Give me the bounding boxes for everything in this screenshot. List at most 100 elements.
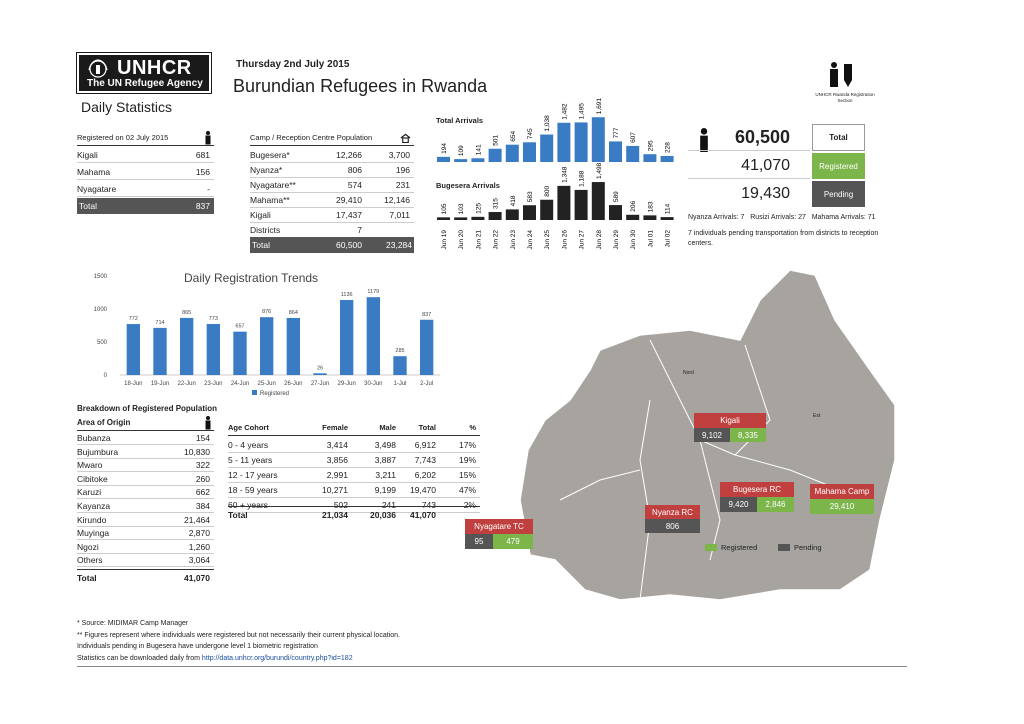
download-prefix: Statistics can be downloaded daily from — [77, 654, 200, 662]
arrivals-date-label: Jul 02 — [665, 230, 672, 248]
bugesera-arrivals-label: 800 — [544, 186, 551, 197]
table-row: Karuzi 662 — [77, 486, 214, 500]
bugesera-arrivals-label: 103 — [458, 203, 465, 214]
total-arrivals-bar — [643, 154, 657, 162]
total-value: 60,500 — [688, 124, 810, 151]
table-row: 0 - 4 years 3,414 3,498 6,912 17% — [228, 437, 480, 453]
row-value-a: 29,410 — [336, 194, 362, 205]
bar-value-label: 714 — [155, 320, 164, 326]
total-arrivals-label: 194 — [441, 143, 448, 154]
bugesera-arrivals-bar — [540, 199, 554, 220]
age-cell: 5 - 11 years — [228, 454, 273, 465]
table-total-row: Total 41,070 — [77, 569, 214, 585]
x-tick-label: 27-Jun — [311, 381, 329, 387]
row-value: - — [207, 183, 210, 194]
total-arrivals-label: 228 — [665, 142, 672, 153]
x-tick-label: 18-Jun — [124, 381, 142, 387]
age-cell: 502 — [333, 499, 348, 510]
registration-bar — [180, 317, 194, 375]
nyanza-label: Nyanza RC — [645, 505, 700, 519]
registered-table-header: Registered on 02 July 2015 — [77, 130, 214, 146]
bugesera-arrivals-label: 114 — [665, 203, 672, 214]
registration-bar — [340, 300, 354, 375]
total-arrivals-bar — [454, 159, 468, 162]
bugesera-arrivals-label: 583 — [527, 191, 534, 202]
total-arrivals-label: 777 — [613, 127, 620, 138]
total-arrivals-bar — [557, 122, 571, 162]
arrivals-date-label: Jun 21 — [475, 230, 482, 250]
total-arrivals-label: 654 — [510, 130, 517, 141]
table-row: Bugesera* 12,266 3,700 — [250, 147, 414, 163]
table-row: Ngozi 1,260 — [77, 541, 214, 554]
summary-panel: 60,500 Total 41,070 Registered 19,430 Pe… — [688, 122, 865, 207]
row-value: 3,064 — [188, 555, 210, 566]
total-value: 41,070 — [184, 572, 210, 583]
table-row: 18 - 59 years 10,271 9,199 19,470 47% — [228, 482, 480, 498]
age-cell: 743 — [421, 499, 436, 510]
total-arrivals-bar — [609, 141, 622, 162]
row-name: Bugesera* — [250, 149, 290, 160]
total-arrivals-label: 745 — [527, 128, 534, 139]
bugesera-arrivals-bar — [454, 217, 468, 220]
arrivals-line: Nyanza Arrivals: 7 Rusizi Arrivals: 27 M… — [688, 214, 876, 221]
arrivals-date-label: Jun 27 — [579, 230, 586, 250]
row-value: 1,260 — [188, 541, 210, 552]
footnote-download: Statistics can be downloaded daily from … — [77, 653, 907, 665]
row-value: 260 — [195, 473, 210, 484]
age-cell: 3,887 — [374, 454, 396, 465]
arrivals-date-label: Jun 22 — [493, 230, 500, 250]
table-row: Mahama** 29,410 12,146 — [250, 192, 414, 208]
arrivals-date-label: Jun 26 — [561, 230, 568, 250]
total-arrivals-label: 141 — [475, 144, 482, 155]
row-name: Nyagatare — [77, 183, 117, 194]
bugesera-arrivals-bar — [660, 217, 674, 220]
bugesera-arrivals-bar — [574, 189, 588, 220]
age-cell: Total — [418, 423, 436, 432]
page-title: Burundian Refugees in Rwanda — [233, 76, 488, 96]
arrivals-date-label: Jun 25 — [544, 230, 551, 250]
age-cell: 2,991 — [326, 469, 348, 480]
arrivals-date-label: Jun 28 — [596, 230, 603, 250]
total-label: Total — [77, 572, 97, 583]
logo-tagline: The UN Refugee Agency — [87, 78, 203, 89]
registration-bar — [366, 297, 380, 375]
row-value-a: 574 — [347, 179, 362, 190]
row-value: 322 — [195, 460, 210, 471]
row-name: Bujumbura — [77, 446, 119, 457]
age-cell: % — [469, 423, 476, 432]
x-tick-label: 22-Jun — [177, 381, 195, 387]
age-cell: 6,202 — [414, 469, 436, 480]
row-name: Districts — [250, 224, 281, 235]
y-tick-label: 0 — [104, 373, 108, 379]
total-arrivals-label: 109 — [458, 145, 465, 156]
nyagatare-label: Nyagatare TC — [465, 519, 533, 534]
legend-registered-label: Registered — [721, 543, 758, 552]
registered-value: 41,070 — [688, 153, 810, 179]
row-value: 662 — [195, 487, 210, 498]
registration-bar — [153, 327, 167, 375]
kigali-label: Kigali — [694, 413, 766, 428]
bugesera-arrivals-label: 589 — [613, 191, 620, 202]
x-tick-label: 23-Jun — [204, 381, 222, 387]
row-name: Kirundo — [77, 514, 107, 525]
row-value: 21,464 — [184, 514, 210, 525]
table-row: Bubanza 154 — [77, 432, 214, 445]
row-value-a: 7 — [357, 224, 362, 235]
total-arrivals-label: 1,691 — [596, 98, 603, 115]
table-row: Others 3,064 — [77, 554, 214, 568]
bugesera-arrivals-title: Bugesera Arrivals — [436, 181, 500, 190]
legend-label: Registered — [260, 391, 289, 397]
age-cell: 3,856 — [326, 454, 348, 465]
bar-value-label: 773 — [209, 316, 218, 322]
table-row: Kigali 681 — [77, 147, 214, 163]
bugesera-arrivals-label: 105 — [441, 203, 448, 214]
bugesera-arrivals-label: 418 — [510, 195, 517, 206]
total-b: 23,284 — [386, 240, 412, 250]
download-link[interactable]: http://data.unhcr.org/burundi/country.ph… — [201, 654, 353, 662]
registration-bar — [313, 373, 327, 375]
x-tick-label: 1-Jul — [393, 381, 406, 387]
total-arrivals-bar — [505, 144, 519, 162]
total-arrivals-label: 1,482 — [561, 103, 568, 120]
legend-swatch — [252, 390, 257, 395]
registration-trends-chart: 1500 1000 500 0 772 18-Jun 714 19-Jun 865 22-Jun 7… — [94, 274, 440, 397]
